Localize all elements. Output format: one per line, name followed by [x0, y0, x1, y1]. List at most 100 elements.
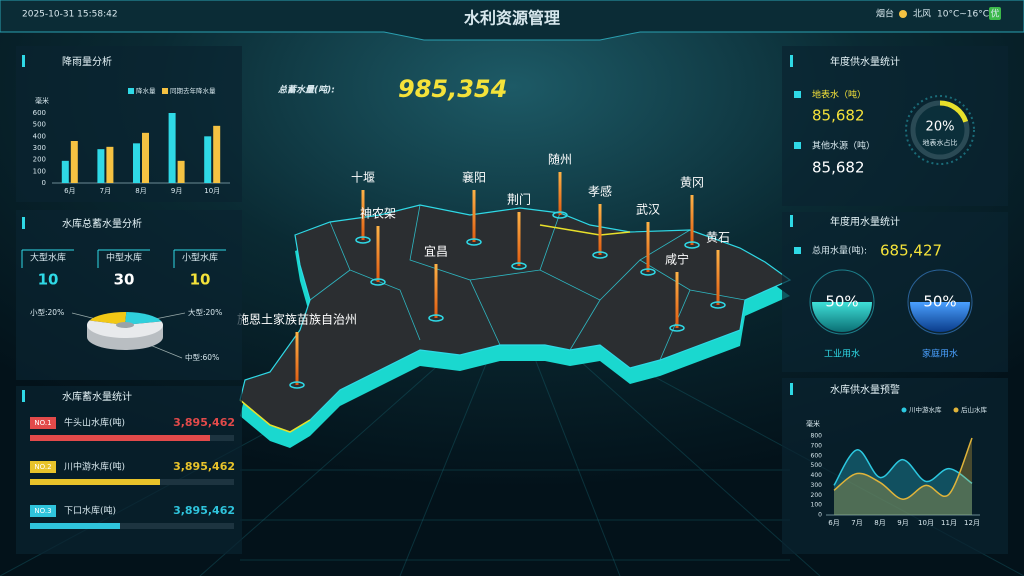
rank-bar [30, 479, 160, 485]
pin-ring [428, 314, 444, 322]
title-marker [22, 217, 25, 229]
pin-stem [675, 272, 679, 328]
reservoir-value: 3,895,462 [173, 504, 235, 517]
title-marker [22, 55, 25, 67]
map-label: 神农架 [360, 207, 396, 221]
panel [782, 46, 1008, 206]
count-label: 中型水库 [106, 252, 142, 264]
bar [106, 146, 114, 183]
datetime: 2025-10-31 15:58:42 [22, 10, 118, 20]
line [833, 449, 973, 486]
ranking-list: NO.1 牛头山水库(吨) 3,895,462 NO.2 川中游水库(吨) 3,895,4… [30, 416, 235, 529]
pin-stem [558, 172, 562, 215]
pin-stem [716, 250, 720, 305]
bullet [794, 91, 801, 98]
panel [782, 378, 1008, 554]
y-tick-label: 100 [33, 167, 46, 175]
weather-icon [899, 10, 907, 18]
panel-title: 水库蓄水量统计 [62, 390, 132, 403]
map-label: 黄石 [706, 231, 730, 245]
usage-total-value: 685,427 [880, 242, 942, 260]
pin-ring [355, 236, 371, 244]
rank-bar [30, 435, 210, 441]
total-value: 985,354 [398, 75, 507, 103]
title-marker [790, 55, 793, 67]
y-tick-label: 800 [811, 433, 823, 440]
rank-badge [30, 461, 56, 473]
pin-stem [361, 190, 365, 240]
y-tick-label: 700 [811, 442, 823, 449]
legend-label: 同期去年降水量 [170, 86, 216, 95]
pin-stem [646, 222, 650, 272]
map-label: 随州 [548, 152, 572, 167]
bar [61, 160, 69, 183]
pin-stem [472, 190, 476, 242]
y-tick-label: 300 [811, 482, 823, 489]
ball-value: 50% [825, 293, 858, 311]
x-tick-label: 11月 [941, 519, 957, 527]
y-tick-label: 400 [811, 472, 823, 479]
city: 烟台 [876, 8, 894, 20]
pin-stem [376, 226, 380, 282]
x-tick-label: 7月 [851, 519, 862, 527]
x-tick-label: 6月 [828, 519, 839, 527]
rank: NO.3 [34, 507, 51, 515]
pin-ring [511, 262, 527, 270]
wind: 北风 [913, 9, 931, 20]
rank-track [30, 523, 234, 529]
x-tick-label: 9月 [171, 187, 182, 195]
pin-ring [466, 238, 482, 246]
map-label: 十堰 [351, 171, 375, 185]
panel-title: 降雨量分析 [62, 55, 112, 68]
map-label: 孝感 [588, 184, 612, 199]
bar [70, 141, 78, 183]
bar [168, 113, 176, 183]
x-tick-label: 7月 [100, 187, 111, 195]
panel-title: 年度供水量统计 [830, 55, 900, 68]
count-value: 30 [114, 271, 135, 289]
surface-label: 地表水（吨） [812, 89, 866, 101]
bar [97, 149, 105, 183]
area [834, 449, 972, 515]
aqi: 优 [990, 8, 999, 20]
ball-value: 50% [923, 293, 956, 311]
ball-label: 家庭用水 [922, 348, 958, 360]
title-marker [790, 215, 793, 227]
page-title: 水利资源管理 [464, 9, 560, 28]
x-tick-label: 9月 [897, 519, 908, 527]
bar [142, 132, 149, 183]
map-label: 荆门 [507, 192, 531, 207]
x-tick-label: 12月 [964, 519, 980, 527]
legend-swatch [162, 88, 168, 94]
map-label: 咸宁 [665, 252, 689, 267]
pie-hole [116, 322, 134, 328]
rank-badge [30, 417, 56, 429]
y-tick-label: 600 [33, 109, 46, 117]
pin-stem [295, 332, 299, 385]
pie-label: 大型:20% [188, 307, 222, 317]
other-value: 85,682 [812, 159, 865, 177]
y-tick-label: 500 [811, 462, 823, 469]
line [833, 437, 973, 500]
bullet [794, 247, 801, 254]
y-tick-label: 200 [33, 156, 46, 164]
pie-label: 小型:20% [30, 308, 64, 317]
bullet [794, 142, 801, 149]
reservoir-value: 3,895,462 [173, 460, 235, 473]
usage-total-label: 总用水量(吨): [812, 245, 867, 257]
y-tick-label: 400 [33, 132, 46, 140]
x-tick-label: 10月 [204, 187, 220, 195]
pin-stem [517, 212, 521, 266]
total-label: 总蓄水量(吨): [278, 85, 335, 96]
legend-swatch [128, 88, 134, 94]
map-label: 襄阳 [462, 170, 486, 185]
map-label: 施恩土家族苗族自治州 [237, 312, 357, 327]
reservoir-name: 下口水库(吨) [64, 505, 116, 517]
pin-ring [684, 241, 700, 249]
count-value: 10 [38, 271, 59, 289]
surface-value: 85,682 [812, 107, 865, 125]
y-tick-label: 500 [33, 121, 46, 129]
map-label: 武汉 [636, 203, 660, 217]
